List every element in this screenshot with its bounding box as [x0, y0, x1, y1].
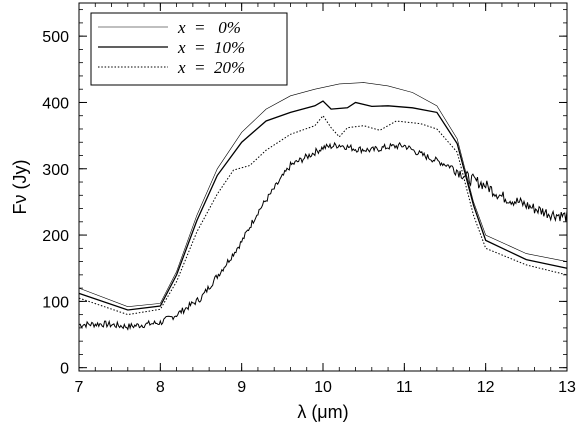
x-tick-label: 13 — [558, 379, 576, 396]
series-line-1 — [78, 100, 568, 311]
series-line-3 — [78, 141, 568, 331]
x-tick-label: 7 — [75, 379, 84, 396]
plot-frame — [78, 2, 568, 372]
y-tick-label: 500 — [42, 29, 69, 46]
y-tick-label: 300 — [42, 162, 69, 179]
ticks-layer: 7 8 9 10 11 12 13 0 100 200 300 400 500 — [42, 3, 576, 396]
y-tick-label: 200 — [42, 228, 69, 245]
y-tick-label: 100 — [42, 294, 69, 311]
y-tick-label: 0 — [60, 361, 69, 378]
series-line-2 — [78, 114, 568, 316]
y-axis-title: Fν (Jy) — [10, 160, 30, 215]
x-axis-title: λ (μm) — [297, 402, 348, 422]
legend-box — [90, 12, 288, 86]
x-tick-label: 11 — [396, 379, 413, 396]
legend-label: x = 20% — [177, 58, 245, 77]
legend: x = 0%x = 10%x = 20% — [90, 12, 288, 86]
x-tick-label: 8 — [156, 379, 165, 396]
x-tick-label: 10 — [314, 379, 332, 396]
x-tick-label: 9 — [237, 379, 246, 396]
legend-items: x = 0%x = 10%x = 20% — [98, 18, 245, 77]
series-layer — [78, 82, 568, 331]
y-tick-label: 400 — [42, 95, 69, 112]
legend-label: x = 10% — [177, 38, 245, 57]
legend-label: x = 0% — [177, 18, 241, 37]
x-tick-label: 12 — [477, 379, 495, 396]
series-line-0 — [78, 82, 568, 308]
